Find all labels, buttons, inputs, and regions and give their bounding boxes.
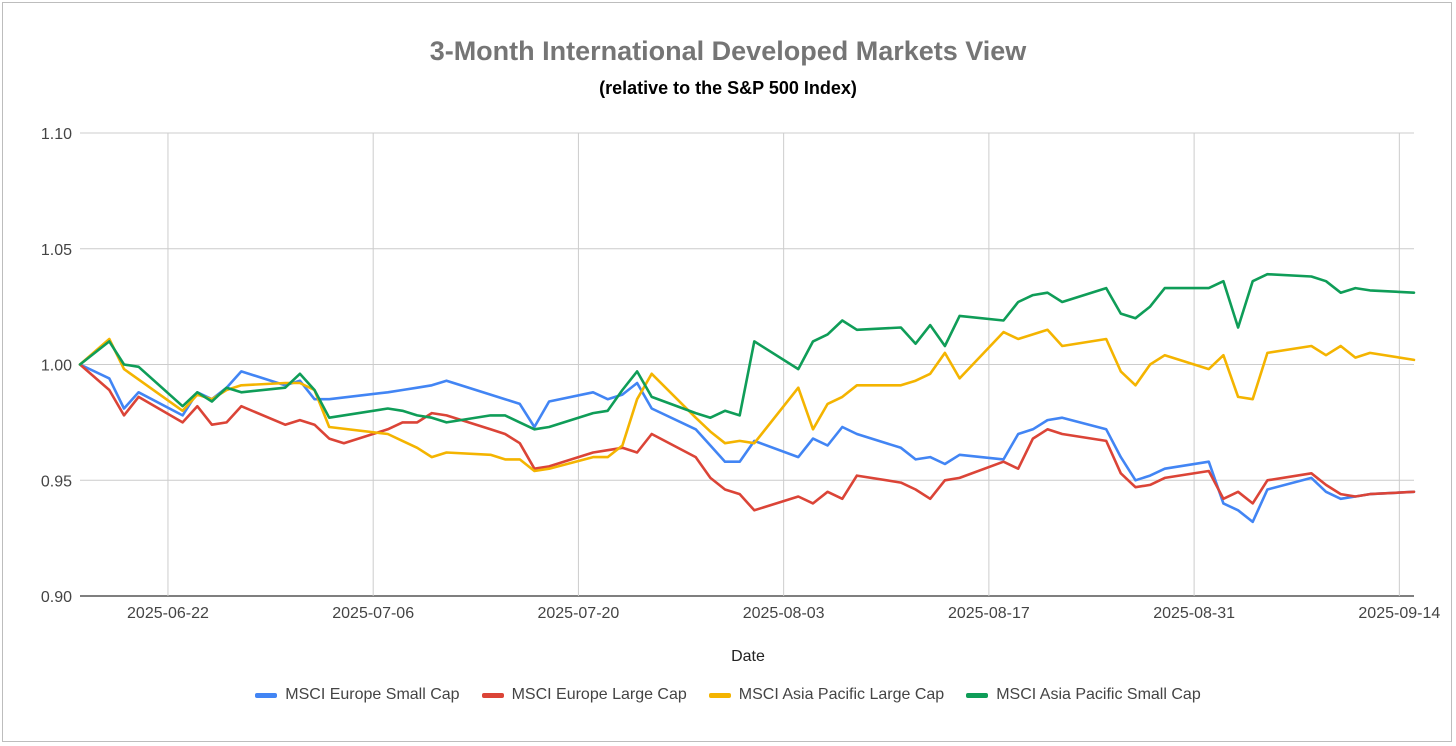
x-axis-label: Date (731, 648, 765, 665)
series-line (78, 272, 1416, 431)
grid-lines (80, 132, 1414, 597)
legend-item[interactable]: MSCI Asia Pacific Small Cap (966, 686, 1201, 704)
x-tick-label: 2025-08-31 (1153, 605, 1235, 622)
y-tick-label: 0.90 (41, 589, 72, 606)
x-tick-label: 2025-07-06 (332, 605, 414, 622)
series-lines (78, 272, 1416, 524)
y-axis-ticks: 0.90 0.95 1.00 1.05 1.10 (41, 126, 72, 606)
legend-swatch (708, 692, 731, 698)
legend-item[interactable]: MSCI Europe Small Cap (255, 686, 460, 704)
legend-label: MSCI Asia Pacific Small Cap (996, 686, 1201, 703)
legend: MSCI Europe Small Cap MSCI Europe Large C… (0, 686, 1456, 704)
legend-item[interactable]: MSCI Asia Pacific Large Cap (708, 686, 945, 704)
x-tick-label: 2025-07-20 (537, 605, 619, 622)
x-tick-label: 2025-06-22 (127, 605, 209, 622)
series-line (78, 363, 1416, 524)
x-tick-label: 2025-08-17 (948, 605, 1030, 622)
legend-swatch (255, 692, 278, 698)
legend-label: MSCI Europe Large Cap (511, 686, 687, 703)
legend-swatch (966, 692, 989, 698)
legend-label: MSCI Europe Small Cap (285, 686, 460, 703)
x-axis-ticks: 2025-06-22 2025-07-06 2025-07-20 2025-08-03… (127, 605, 1440, 622)
legend-item[interactable]: MSCI Europe Large Cap (481, 686, 687, 704)
x-tick-label: 2025-09-14 (1358, 605, 1440, 622)
series-line (78, 328, 1416, 473)
chart-subtitle: (relative to the S&P 500 Index) (599, 78, 857, 98)
y-tick-label: 1.00 (41, 358, 72, 375)
legend-swatch (481, 692, 504, 698)
y-tick-label: 1.05 (41, 242, 72, 259)
series-line (78, 363, 1416, 512)
y-tick-label: 1.10 (41, 126, 72, 143)
legend-label: MSCI Asia Pacific Large Cap (738, 686, 945, 703)
y-tick-label: 0.95 (41, 473, 72, 490)
chart-title: 3-Month International Developed Markets … (429, 36, 1027, 66)
x-tick-label: 2025-08-03 (743, 605, 825, 622)
